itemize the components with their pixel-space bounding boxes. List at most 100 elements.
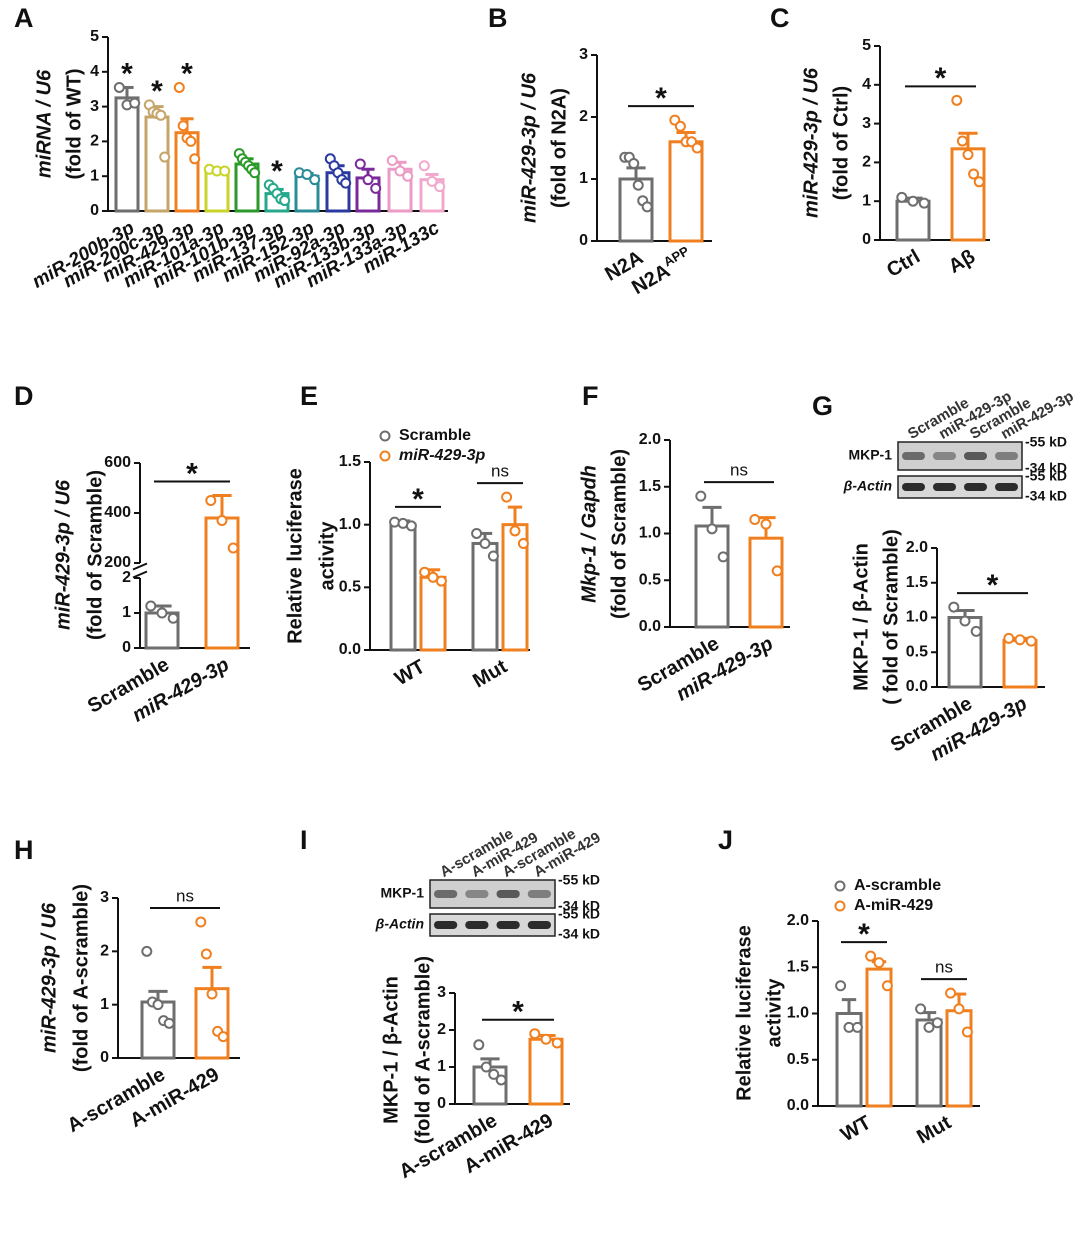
y-axis-label: miRNA / U6 (33, 69, 55, 178)
blot-marker: -34 kD (1025, 488, 1067, 504)
data-point (362, 174, 374, 186)
data-point (771, 565, 783, 577)
panel-letter: E (300, 381, 318, 411)
legend-marker (834, 880, 846, 892)
bar (748, 536, 784, 629)
data-point (173, 81, 185, 93)
y-tick-label: 600 (104, 454, 131, 471)
data-point (152, 999, 164, 1011)
data-point (163, 1017, 175, 1029)
y-axis-label: ( fold of Scramble) (880, 529, 902, 705)
data-point (540, 1033, 552, 1045)
panel-letter: B (488, 3, 508, 33)
data-point (205, 495, 217, 506)
y-tick-label: 1.0 (787, 1005, 809, 1022)
y-axis-label: (fold of Scramble) (84, 470, 106, 640)
blot-band (465, 921, 489, 929)
data-point (471, 527, 483, 539)
data-point (217, 1031, 229, 1043)
data-point (945, 987, 957, 999)
y-axis-label: activity (316, 521, 338, 591)
blot-band (496, 921, 520, 929)
category-text: WT (837, 1112, 875, 1147)
y-tick-label: 2 (579, 108, 588, 125)
x-tick-label: WT (391, 656, 429, 691)
blot-band (933, 483, 956, 491)
y-tick-label: 2.0 (639, 431, 661, 448)
significance-label: ns (176, 886, 194, 905)
blot-row (429, 913, 556, 937)
y-tick-label: 0.0 (639, 618, 661, 635)
data-point (695, 490, 707, 502)
y-tick-label: 0 (122, 639, 131, 656)
panel-letter: C (770, 3, 790, 33)
data-point (206, 988, 218, 1000)
y-tick-label: 1.5 (639, 478, 661, 495)
significance-label: ns (491, 462, 509, 481)
y-tick-label: 1.5 (906, 574, 928, 591)
data-point (480, 1061, 492, 1073)
panel-letter: A (14, 3, 34, 33)
y-axis-label: miR-429-3p / U6 (800, 67, 822, 218)
data-point (973, 176, 985, 188)
data-point (881, 980, 893, 992)
y-axis-label: (fold of Scramble) (608, 449, 630, 619)
y-axis-label: miR-429-3p / U6 (38, 902, 60, 1053)
y-tick-label: 0.5 (339, 579, 361, 596)
blot-marker: -55 kD (558, 872, 600, 888)
legend-label: Scramble (399, 427, 471, 444)
y-tick-label: 1 (862, 192, 871, 209)
data-point (970, 625, 982, 637)
y-axis-label: activity (763, 978, 785, 1048)
blot-band (933, 452, 956, 460)
blot-row-label: MKP-1 (380, 885, 424, 901)
blot-band (434, 890, 458, 898)
bar (1002, 638, 1038, 689)
y-axis-label: (fold of A-scramble) (70, 884, 92, 1072)
data-point (517, 537, 529, 549)
y-tick-label: 2 (122, 569, 131, 586)
y-tick-label: 2 (862, 154, 871, 171)
y-tick-label: 2.0 (787, 912, 809, 929)
y-tick-label: 0 (579, 232, 588, 249)
axis-break (132, 562, 148, 571)
panel-letter: I (300, 825, 308, 855)
data-point (717, 551, 729, 563)
blot-marker: -34 kD (558, 926, 600, 942)
y-tick-label: 3 (862, 115, 871, 132)
y-tick-label: 1 (90, 167, 99, 184)
data-point (386, 155, 398, 167)
y-tick-label: 0.5 (639, 571, 661, 588)
blot-marker: -55 kD (1025, 468, 1067, 484)
data-point (145, 600, 157, 612)
bar (194, 987, 230, 1060)
y-tick-label: 0.5 (906, 643, 928, 660)
blot-band (434, 921, 458, 929)
data-point (931, 1017, 943, 1029)
y-tick-label: 0.0 (339, 641, 361, 658)
bar (140, 1000, 176, 1060)
data-point (873, 957, 885, 969)
data-point (956, 135, 968, 147)
significance-label: * (271, 155, 283, 188)
significance-label: * (412, 483, 424, 516)
y-tick-label: 0 (437, 1095, 446, 1112)
data-point (865, 950, 877, 962)
data-point (354, 158, 366, 170)
x-tick-label: WT (837, 1112, 875, 1147)
blot-band (527, 890, 551, 898)
y-tick-label: 200 (104, 554, 131, 571)
data-point (551, 1037, 563, 1049)
y-tick-label: 3 (100, 889, 109, 906)
blot-band (496, 890, 520, 898)
y-axis-label: (fold of A-scramble) (412, 956, 434, 1144)
y-axis-label: miR-429-3p / U6 (518, 72, 540, 223)
data-point (760, 518, 772, 530)
y-tick-label: 3 (90, 98, 99, 115)
y-tick-label: 1 (579, 170, 588, 187)
blot-row (897, 475, 1023, 499)
y-tick-label: 3 (579, 46, 588, 63)
legend-label: miR-429-3p (399, 447, 485, 464)
data-point (1025, 635, 1037, 647)
panel-letter: J (718, 825, 733, 855)
